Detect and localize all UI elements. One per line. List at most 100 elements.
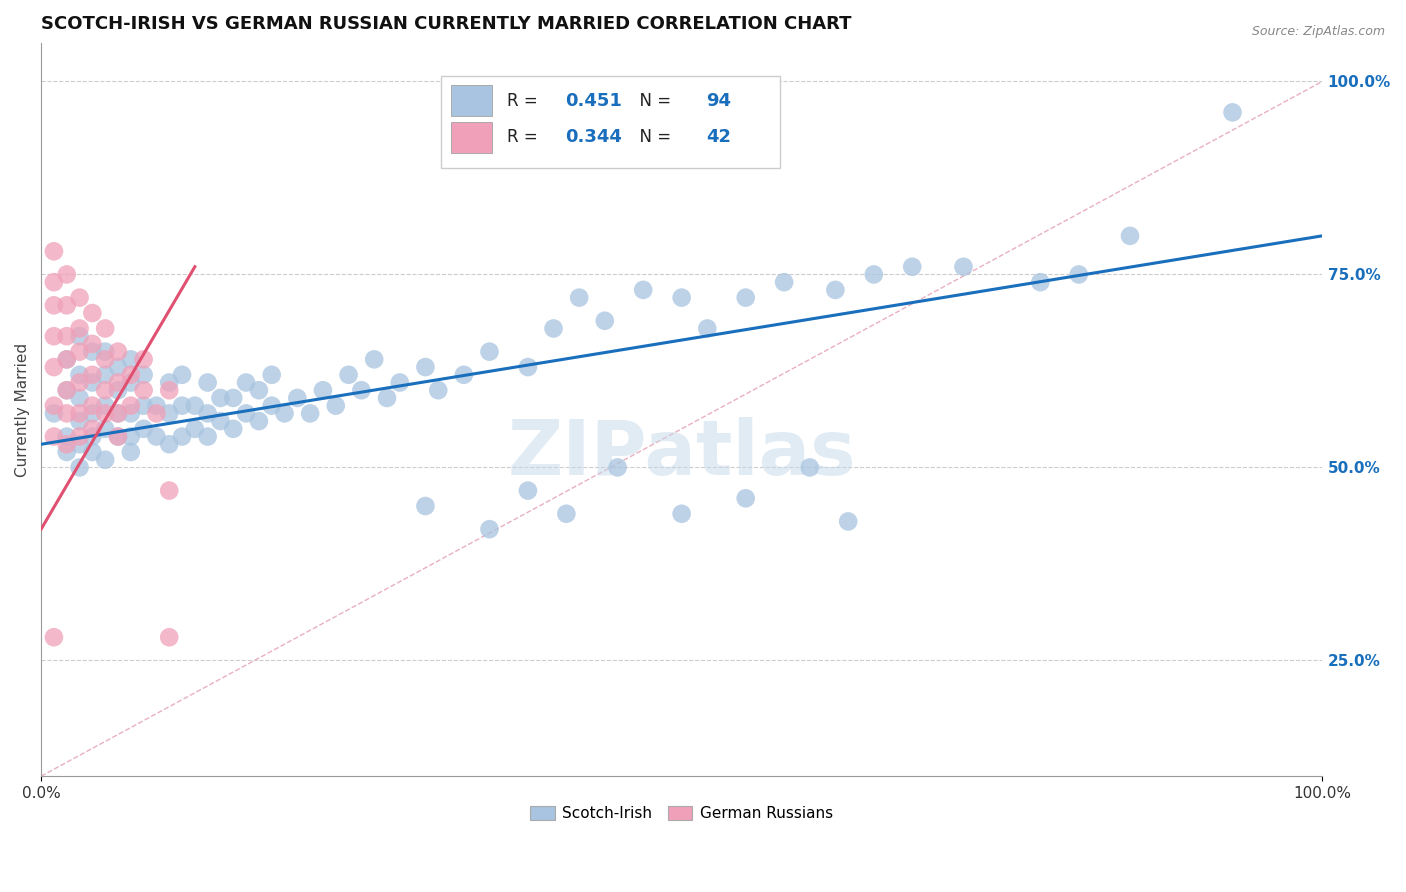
Point <box>132 352 155 367</box>
Point <box>593 314 616 328</box>
Point <box>157 483 180 498</box>
FancyBboxPatch shape <box>451 122 492 153</box>
Point <box>42 429 65 443</box>
Point <box>157 383 180 397</box>
Point <box>170 368 193 382</box>
Point <box>55 429 77 443</box>
Point <box>69 329 91 343</box>
Point <box>82 344 104 359</box>
Point <box>94 406 117 420</box>
Text: N =: N = <box>628 92 676 110</box>
Point <box>799 460 821 475</box>
Point <box>516 360 538 375</box>
Point <box>120 445 142 459</box>
Point <box>69 437 91 451</box>
Y-axis label: Currently Married: Currently Married <box>15 343 30 476</box>
Point <box>184 422 207 436</box>
Point <box>734 291 756 305</box>
Point <box>120 352 142 367</box>
Point <box>82 422 104 436</box>
Point <box>837 515 859 529</box>
Point <box>415 360 437 375</box>
Point <box>42 360 65 375</box>
Point <box>42 244 65 259</box>
Point <box>120 406 142 420</box>
Point <box>94 452 117 467</box>
Point <box>107 429 129 443</box>
Point <box>132 383 155 397</box>
Point <box>94 399 117 413</box>
Point <box>82 406 104 420</box>
Point <box>247 414 270 428</box>
Text: 42: 42 <box>706 128 731 146</box>
Point <box>42 329 65 343</box>
Point <box>209 391 232 405</box>
Point <box>478 344 501 359</box>
Point <box>69 368 91 382</box>
Text: R =: R = <box>508 128 544 146</box>
Point <box>478 522 501 536</box>
Point <box>69 460 91 475</box>
Point <box>222 422 245 436</box>
Point <box>55 406 77 420</box>
Point <box>734 491 756 506</box>
Point <box>696 321 718 335</box>
Point <box>120 399 142 413</box>
Point <box>235 406 257 420</box>
Point <box>82 337 104 351</box>
Point <box>55 298 77 312</box>
Point <box>94 422 117 436</box>
Point <box>82 376 104 390</box>
Point <box>55 383 77 397</box>
Text: 0.451: 0.451 <box>565 92 621 110</box>
Point <box>337 368 360 382</box>
Point <box>299 406 322 420</box>
Point <box>107 429 129 443</box>
Point <box>312 383 335 397</box>
Point <box>94 368 117 382</box>
Point <box>107 406 129 420</box>
Point <box>69 429 91 443</box>
Point <box>184 399 207 413</box>
Point <box>42 275 65 289</box>
Point <box>82 445 104 459</box>
Point <box>631 283 654 297</box>
Point <box>69 344 91 359</box>
Point <box>222 391 245 405</box>
Point <box>82 368 104 382</box>
Text: Source: ZipAtlas.com: Source: ZipAtlas.com <box>1251 25 1385 38</box>
Point <box>107 344 129 359</box>
Point <box>157 376 180 390</box>
Legend: Scotch-Irish, German Russians: Scotch-Irish, German Russians <box>524 799 839 827</box>
Point <box>197 376 219 390</box>
Point <box>69 414 91 428</box>
Point <box>42 406 65 420</box>
Point <box>170 429 193 443</box>
Point <box>157 630 180 644</box>
Point <box>260 368 283 382</box>
Point <box>260 399 283 413</box>
Point <box>42 298 65 312</box>
Point <box>69 376 91 390</box>
Point <box>543 321 565 335</box>
Point <box>325 399 347 413</box>
Point <box>285 391 308 405</box>
Point <box>555 507 578 521</box>
Point <box>69 321 91 335</box>
Point <box>120 429 142 443</box>
Point <box>107 406 129 420</box>
Point <box>824 283 846 297</box>
Point <box>453 368 475 382</box>
Point <box>415 499 437 513</box>
Point <box>69 291 91 305</box>
Point <box>132 422 155 436</box>
Point <box>1067 268 1090 282</box>
Point <box>516 483 538 498</box>
Point <box>606 460 628 475</box>
Point <box>363 352 385 367</box>
Point <box>107 383 129 397</box>
Point <box>145 406 167 420</box>
Text: SCOTCH-IRISH VS GERMAN RUSSIAN CURRENTLY MARRIED CORRELATION CHART: SCOTCH-IRISH VS GERMAN RUSSIAN CURRENTLY… <box>41 15 852 33</box>
Point <box>901 260 924 274</box>
Point <box>145 399 167 413</box>
